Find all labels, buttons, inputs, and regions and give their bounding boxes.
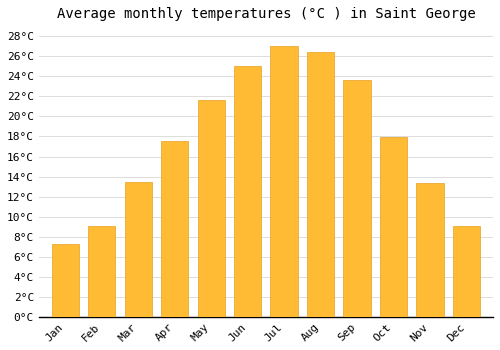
Bar <box>344 80 371 317</box>
Bar <box>161 141 188 317</box>
Bar <box>307 52 334 317</box>
Bar <box>88 226 116 317</box>
Title: Average monthly temperatures (°C ) in Saint George: Average monthly temperatures (°C ) in Sa… <box>56 7 476 21</box>
Bar <box>124 182 152 317</box>
Bar <box>52 244 79 317</box>
Bar <box>198 100 225 317</box>
Bar <box>234 66 262 317</box>
Bar <box>380 138 407 317</box>
Bar <box>416 183 444 317</box>
Bar <box>270 46 298 317</box>
Bar <box>453 226 480 317</box>
